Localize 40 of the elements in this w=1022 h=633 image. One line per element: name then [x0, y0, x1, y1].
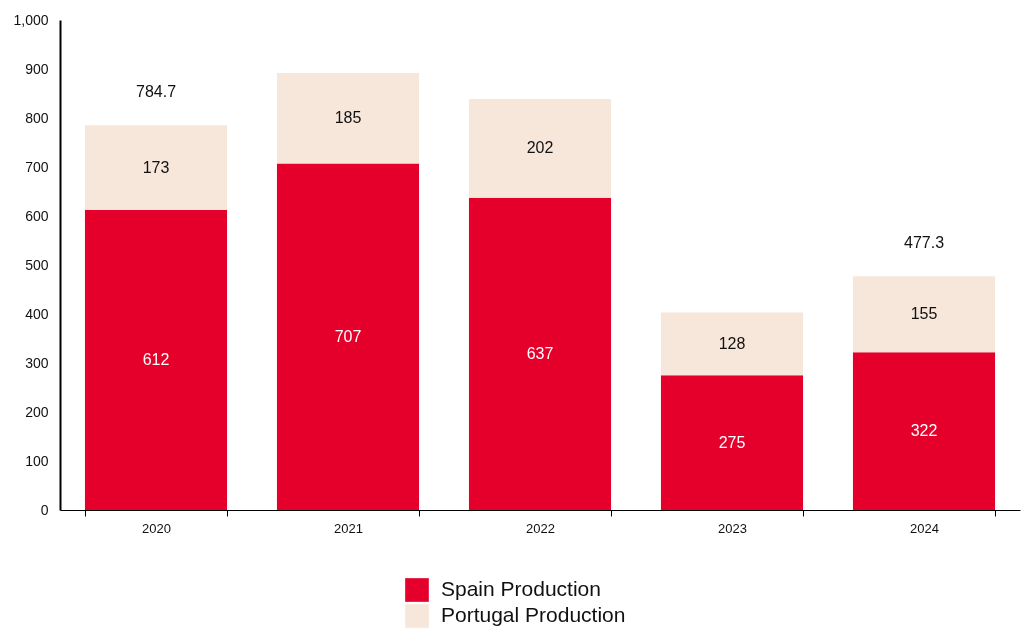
bar [660, 312, 804, 376]
y-tick-label: 700 [25, 158, 49, 175]
data-label: 185 [334, 109, 362, 127]
x-tick-label: 2020 [142, 520, 171, 536]
x-tick-label: 2022 [526, 520, 555, 536]
y-tick-label: 100 [25, 452, 49, 469]
x-tick-label: 2021 [334, 520, 363, 536]
bar [468, 98, 612, 198]
y-tick-label: 500 [25, 256, 49, 273]
data-label: 322 [910, 422, 938, 440]
annotation: 477.3 [903, 234, 945, 252]
y-tick-label: 300 [25, 354, 49, 371]
data-label: 202 [526, 139, 554, 157]
bar [660, 375, 804, 510]
bar [276, 72, 420, 164]
legend-label: Portugal Production [441, 603, 626, 626]
x-tick-label: 2023 [718, 520, 747, 536]
annotation: 784.7 [135, 83, 177, 101]
y-tick-label: 1,000 [13, 11, 49, 28]
y-tick-label: 200 [25, 403, 49, 420]
data-label: 612 [142, 351, 170, 369]
bar [276, 163, 420, 510]
y-tick-label: 0 [40, 501, 49, 518]
x-tick-label: 2024 [910, 520, 939, 536]
y-tick-label: 900 [25, 60, 49, 77]
data-label: 128 [718, 334, 746, 352]
data-label: 275 [718, 433, 746, 451]
data-label: 637 [526, 344, 554, 362]
legend-label: Spain Production [441, 577, 601, 600]
bar [84, 125, 228, 211]
data-label: 173 [142, 158, 170, 176]
bar [84, 210, 228, 510]
y-tick-label: 400 [25, 305, 49, 322]
data-label: 707 [334, 327, 362, 345]
y-tick-label: 800 [25, 109, 49, 126]
bar [852, 352, 996, 510]
bar [852, 276, 996, 353]
data-label: 155 [910, 305, 938, 323]
bar [468, 197, 612, 510]
y-tick-label: 600 [25, 207, 49, 224]
